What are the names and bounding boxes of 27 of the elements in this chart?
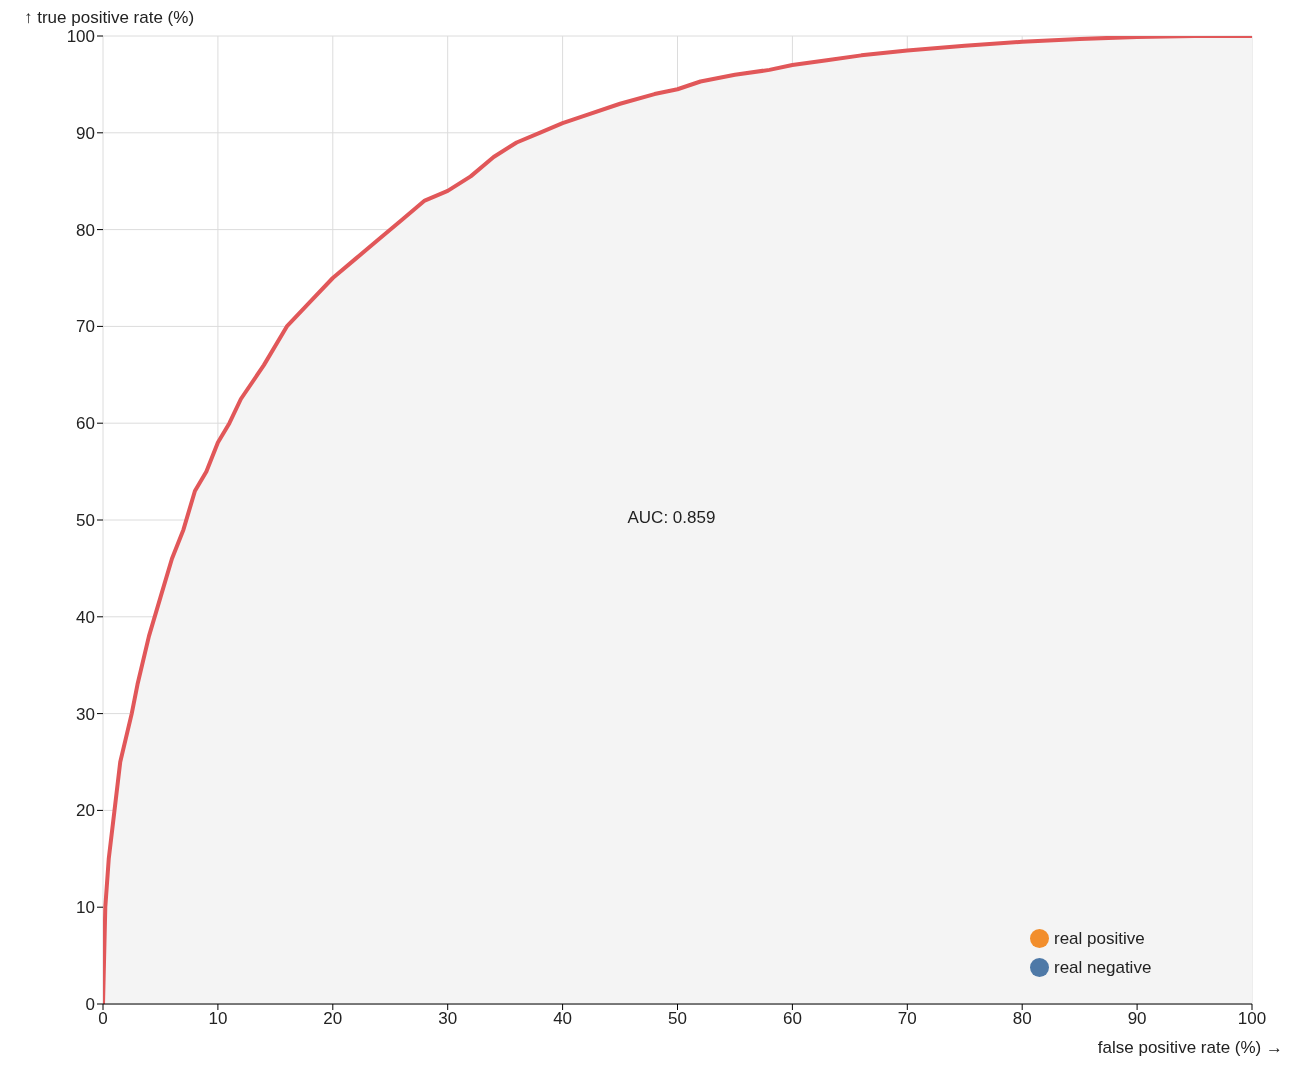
y-tick-label: 40 bbox=[76, 607, 95, 627]
y-axis-title: ↑ true positive rate (%) bbox=[24, 8, 195, 28]
y-tick-label: 50 bbox=[76, 511, 95, 531]
x-tick-label: 30 bbox=[438, 1009, 458, 1029]
y-tick-label: 0 bbox=[85, 995, 95, 1015]
x-tick-label: 40 bbox=[553, 1009, 573, 1029]
legend-label: real positive bbox=[1054, 928, 1145, 949]
x-tick-label: 50 bbox=[668, 1009, 687, 1029]
x-tick-label: 60 bbox=[782, 1009, 802, 1029]
y-tick-label: 80 bbox=[76, 220, 95, 240]
y-tick-label: 10 bbox=[76, 898, 95, 918]
x-tick-label: 100 bbox=[1237, 1009, 1267, 1029]
y-tick-label: 70 bbox=[76, 317, 95, 337]
y-tick-label: 90 bbox=[76, 123, 95, 143]
annotation: AUC: 0.859 bbox=[627, 508, 716, 528]
y-tick-label: 100 bbox=[66, 27, 95, 47]
x-tick-label: 70 bbox=[897, 1009, 917, 1029]
legend-label: real negative bbox=[1054, 957, 1152, 978]
x-axis-title: false positive rate (%) → bbox=[1097, 1038, 1283, 1058]
x-tick-label: 20 bbox=[323, 1009, 343, 1029]
x-tick-label: 0 bbox=[98, 1009, 108, 1029]
y-tick-label: 30 bbox=[76, 704, 95, 724]
y-tick-label: 60 bbox=[76, 414, 95, 434]
x-tick-label: 90 bbox=[1127, 1009, 1147, 1029]
x-tick-label: 10 bbox=[208, 1009, 228, 1029]
y-tick-label: 20 bbox=[76, 801, 95, 821]
x-tick-label: 80 bbox=[1012, 1009, 1032, 1029]
